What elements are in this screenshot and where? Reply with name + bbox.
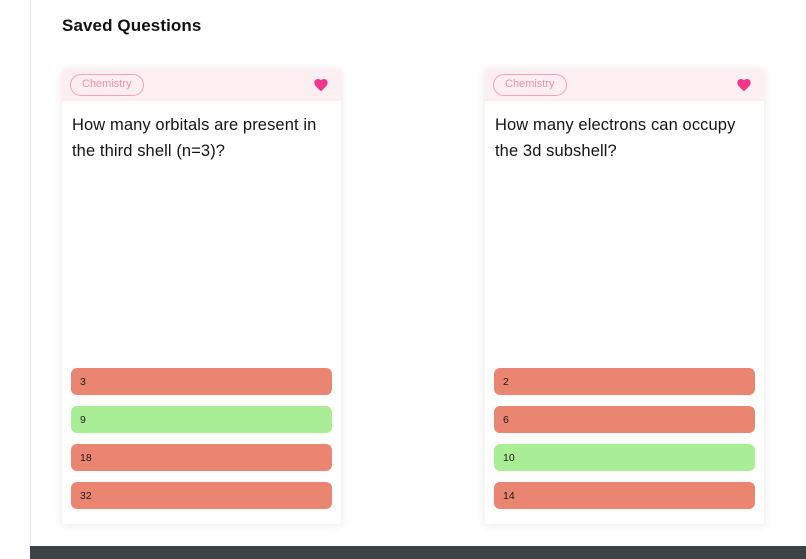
question-card: Chemistry How many electrons can occupy … [485,69,764,524]
question-text: How many electrons can occupy the 3d sub… [495,116,736,161]
left-divider [30,0,31,546]
page-title: Saved Questions [62,16,202,35]
card-header: Chemistry [485,69,764,101]
question-cards-row: Chemistry How many orbitals are present … [62,69,764,524]
card-header: Chemistry [62,69,341,101]
answer-option[interactable]: 9 [71,406,332,433]
answer-option[interactable]: 2 [494,368,755,395]
answer-option[interactable]: 18 [71,444,332,471]
question-card: Chemistry How many orbitals are present … [62,69,341,524]
answer-option[interactable]: 32 [71,482,332,509]
answer-option[interactable]: 3 [71,368,332,395]
bottom-bar [30,546,806,559]
saved-questions-page: Saved Questions Chemistry How many orbit… [62,16,764,524]
answer-options: 2 6 10 14 [485,368,764,524]
answer-option[interactable]: 6 [494,406,755,433]
question-text: How many orbitals are present in the thi… [72,116,317,161]
favorite-heart-icon[interactable] [735,77,753,93]
answer-option[interactable]: 10 [494,444,755,471]
favorite-heart-icon[interactable] [312,77,330,93]
subject-tag[interactable]: Chemistry [493,74,567,96]
subject-tag[interactable]: Chemistry [70,74,144,96]
answer-option[interactable]: 14 [494,482,755,509]
answer-options: 3 9 18 32 [62,368,341,524]
